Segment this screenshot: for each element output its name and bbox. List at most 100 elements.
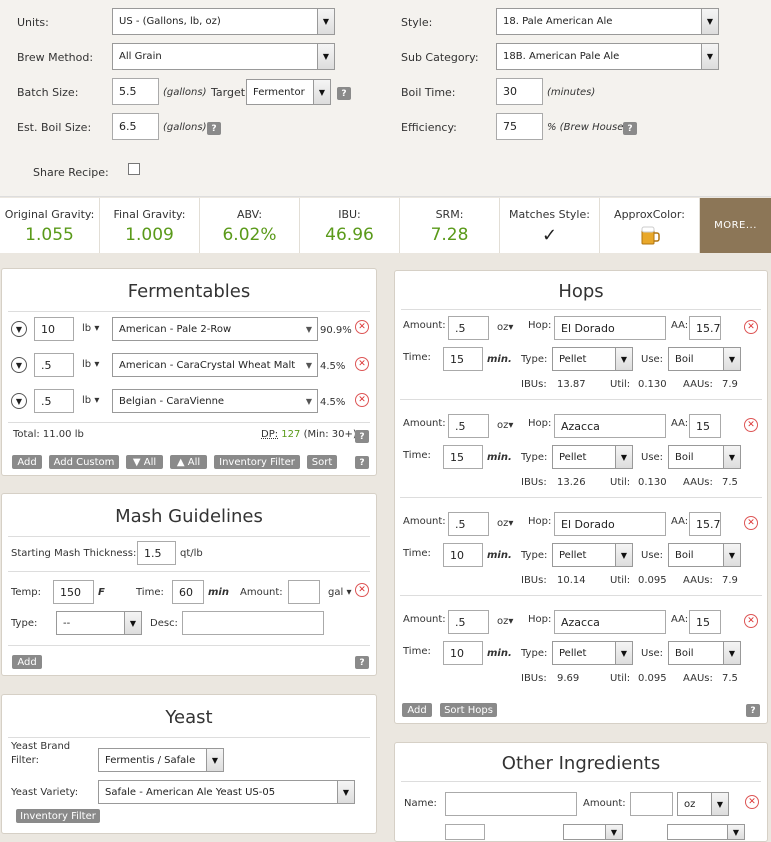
- hop-use-select[interactable]: Boil ▼: [668, 641, 741, 665]
- fermentable-amount-input[interactable]: .5: [34, 353, 74, 377]
- hop-ibus-value: 9.69: [557, 673, 580, 684]
- hop-type-select[interactable]: Pellet ▼: [552, 641, 633, 665]
- expand-all-button[interactable]: ▲ All: [170, 455, 207, 469]
- fermentable-select[interactable]: Belgian - CaraVienne ▼: [112, 389, 318, 413]
- sub-category-select[interactable]: 18B. American Pale Ale ▼: [496, 43, 719, 70]
- more-button[interactable]: MORE...: [700, 198, 771, 253]
- other-amount-input[interactable]: [630, 792, 673, 816]
- mash-type-select[interactable]: -- ▼: [56, 611, 142, 635]
- hop-aa-input[interactable]: 15.7: [689, 316, 721, 340]
- hop-amount-input[interactable]: .5: [448, 512, 489, 536]
- brew-method-select[interactable]: All Grain ▼: [112, 43, 335, 70]
- fermentable-unit-select[interactable]: lb ▾: [82, 359, 100, 370]
- hop-amount-input[interactable]: .5: [448, 414, 489, 438]
- inventory-filter-button[interactable]: Inventory Filter: [214, 455, 300, 469]
- hop-aa-input[interactable]: 15: [689, 414, 721, 438]
- boil-time-input[interactable]: 30: [496, 78, 543, 105]
- add-custom-button[interactable]: Add Custom: [49, 455, 119, 469]
- other-use-select[interactable]: ▼: [667, 824, 745, 840]
- chevron-down-icon: ▼: [313, 80, 330, 104]
- hop-type-select[interactable]: Pellet ▼: [552, 347, 633, 371]
- help-icon[interactable]: ?: [355, 430, 369, 443]
- remove-icon[interactable]: ✕: [355, 393, 369, 407]
- chevron-down-icon[interactable]: ▼: [11, 357, 27, 373]
- help-icon[interactable]: ?: [355, 456, 369, 469]
- fermentable-select[interactable]: American - Pale 2-Row ▼: [112, 317, 318, 341]
- hop-use-select[interactable]: Boil ▼: [668, 347, 741, 371]
- remove-icon[interactable]: ✕: [744, 614, 758, 628]
- mash-desc-input[interactable]: [182, 611, 324, 635]
- help-icon[interactable]: ?: [746, 704, 760, 717]
- mash-temp-input[interactable]: 150: [53, 580, 94, 604]
- yeast-brand-select[interactable]: Fermentis / Safale ▼: [98, 748, 224, 772]
- fermentable-unit-select[interactable]: lb ▾: [82, 323, 100, 334]
- hop-use-select[interactable]: Boil ▼: [668, 445, 741, 469]
- add-hop-button[interactable]: Add: [402, 703, 432, 717]
- boil-size-input[interactable]: 6.5: [112, 113, 159, 140]
- fermentable-percent: 4.5%: [320, 397, 346, 408]
- add-fermentable-button[interactable]: Add: [12, 455, 42, 469]
- hop-type-select[interactable]: Pellet ▼: [552, 543, 633, 567]
- style-select[interactable]: 18. Pale American Ale ▼: [496, 8, 719, 35]
- remove-icon[interactable]: ✕: [355, 583, 369, 597]
- fermentable-amount-input[interactable]: 10: [34, 317, 74, 341]
- hop-time-input[interactable]: 10: [443, 543, 483, 567]
- hop-amount-input[interactable]: .5: [448, 610, 489, 634]
- hop-time-input[interactable]: 15: [443, 445, 483, 469]
- hop-type-value: Pellet: [559, 451, 587, 463]
- help-icon[interactable]: ?: [623, 122, 637, 135]
- units-select[interactable]: US - (Gallons, lb, oz) ▼: [112, 8, 335, 35]
- hop-unit-select[interactable]: oz▾: [497, 616, 514, 627]
- remove-icon[interactable]: ✕: [745, 795, 759, 809]
- hop-name-input[interactable]: El Dorado: [554, 316, 666, 340]
- batch-size-input[interactable]: 5.5: [112, 78, 159, 105]
- fermentable-select[interactable]: American - CaraCrystal Wheat Malt ▼: [112, 353, 318, 377]
- remove-icon[interactable]: ✕: [355, 320, 369, 334]
- hop-time-input[interactable]: 15: [443, 347, 483, 371]
- other-name-input[interactable]: [445, 792, 577, 816]
- hop-unit-select[interactable]: oz▾: [497, 518, 514, 529]
- help-icon[interactable]: ?: [355, 656, 369, 669]
- hop-unit-select[interactable]: oz▾: [497, 322, 514, 333]
- remove-icon[interactable]: ✕: [355, 357, 369, 371]
- mash-amount-unit-select[interactable]: gal ▾: [328, 587, 352, 598]
- hop-unit-select[interactable]: oz▾: [497, 420, 514, 431]
- chevron-down-icon[interactable]: ▼: [11, 321, 27, 337]
- chevron-down-icon[interactable]: ▼: [11, 393, 27, 409]
- share-recipe-checkbox[interactable]: [128, 163, 140, 175]
- stat-label: IBU:: [338, 208, 361, 221]
- yeast-inventory-filter-button[interactable]: Inventory Filter: [16, 809, 100, 823]
- remove-icon[interactable]: ✕: [744, 320, 758, 334]
- other-type-select[interactable]: ▼: [563, 824, 623, 840]
- hop-name-input[interactable]: El Dorado: [554, 512, 666, 536]
- add-mash-step-button[interactable]: Add: [12, 655, 42, 669]
- other-unit-select[interactable]: oz ▼: [677, 792, 729, 816]
- fermentable-amount-input[interactable]: .5: [34, 389, 74, 413]
- target-select[interactable]: Fermentor ▼: [246, 79, 331, 105]
- sort-button[interactable]: Sort: [307, 455, 337, 469]
- hop-time-input[interactable]: 10: [443, 641, 483, 665]
- hop-use-select[interactable]: Boil ▼: [668, 543, 741, 567]
- divider: [8, 311, 370, 312]
- remove-icon[interactable]: ✕: [744, 516, 758, 530]
- hop-amount-input[interactable]: .5: [448, 316, 489, 340]
- mash-amount-input[interactable]: [288, 580, 320, 604]
- collapse-all-button[interactable]: ▼ All: [126, 455, 163, 469]
- help-icon[interactable]: ?: [337, 87, 351, 100]
- hop-name-input[interactable]: Azacca: [554, 414, 666, 438]
- remove-icon[interactable]: ✕: [744, 418, 758, 432]
- efficiency-input[interactable]: 75: [496, 113, 543, 140]
- mash-time-input[interactable]: 60: [172, 580, 204, 604]
- yeast-variety-select[interactable]: Safale - American Ale Yeast US-05 ▼: [98, 780, 355, 804]
- hop-name-input[interactable]: Azacca: [554, 610, 666, 634]
- mash-thickness-label: Starting Mash Thickness:: [11, 548, 137, 559]
- hop-aa-input[interactable]: 15.7: [689, 512, 721, 536]
- sort-hops-button[interactable]: Sort Hops: [440, 703, 497, 717]
- unit-label: oz: [497, 616, 509, 627]
- help-icon[interactable]: ?: [207, 122, 221, 135]
- mash-thickness-input[interactable]: 1.5: [137, 541, 176, 565]
- fermentable-unit-select[interactable]: lb ▾: [82, 395, 100, 406]
- other-time-input[interactable]: [445, 824, 485, 840]
- hop-aa-input[interactable]: 15: [689, 610, 721, 634]
- hop-type-select[interactable]: Pellet ▼: [552, 445, 633, 469]
